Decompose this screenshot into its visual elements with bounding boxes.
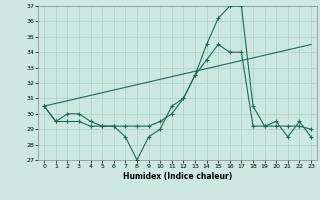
X-axis label: Humidex (Indice chaleur): Humidex (Indice chaleur) [123, 172, 232, 181]
